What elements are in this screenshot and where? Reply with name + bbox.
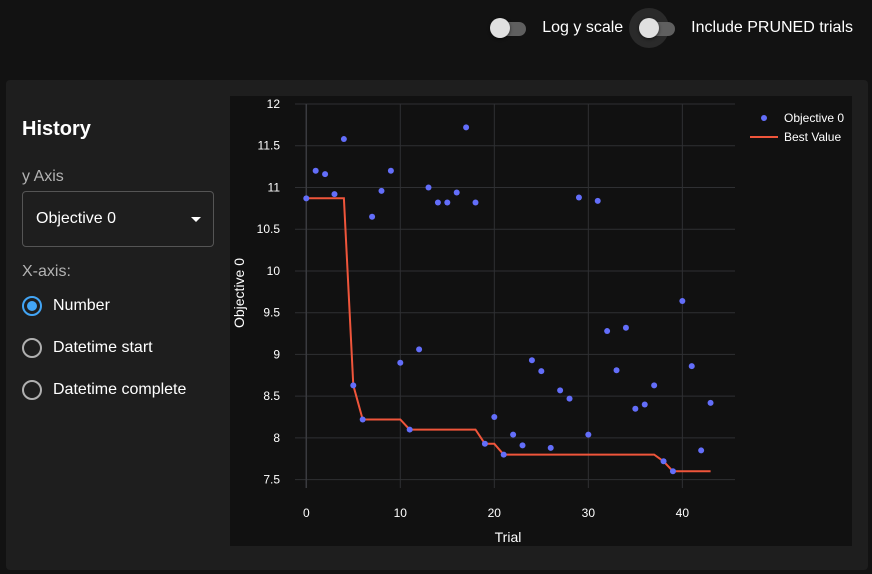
y-tick-label: 8 <box>273 431 280 445</box>
y-tick-label: 8.5 <box>263 389 280 403</box>
best-value-line <box>306 197 711 473</box>
objective-point[interactable] <box>378 187 385 194</box>
history-card: History y Axis Objective 0 X-axis: Numbe… <box>6 80 868 570</box>
log-y-label: Log y scale <box>542 19 624 36</box>
legend-label-objective: Objective 0 <box>784 111 844 125</box>
objective-point[interactable] <box>425 184 432 191</box>
x-tick-label: 30 <box>582 506 596 520</box>
objective-point[interactable] <box>444 199 451 206</box>
radio-option-datetime-start[interactable]: Datetime start <box>22 336 153 360</box>
objective-point[interactable] <box>547 444 554 451</box>
switch-thumb <box>639 18 660 38</box>
objective-point[interactable] <box>510 431 517 438</box>
objective-point[interactable] <box>698 447 705 454</box>
objective-point[interactable] <box>641 401 648 408</box>
objective-point[interactable] <box>463 124 470 131</box>
radio-label: Datetime start <box>53 339 153 356</box>
objective-point[interactable] <box>312 167 319 174</box>
pruned-toggle-group: Include PRUNED trials <box>629 8 853 48</box>
objective-point[interactable] <box>622 324 629 331</box>
objective-point[interactable] <box>434 199 441 206</box>
objective-points-layer <box>303 124 714 475</box>
objective-point[interactable] <box>613 367 620 374</box>
objective-point[interactable] <box>406 426 413 433</box>
objective-point[interactable] <box>660 458 667 465</box>
objective-point[interactable] <box>707 399 714 406</box>
x-axis-title: Trial <box>495 529 522 545</box>
radio-option-number[interactable]: Number <box>22 294 110 318</box>
legend-marker-objective <box>761 115 767 121</box>
x-axis-label: X-axis: <box>22 263 71 280</box>
top-toolbar: Log y scale Include PRUNED trials <box>0 0 872 56</box>
panel-title: History <box>22 118 91 140</box>
objective-point[interactable] <box>604 328 611 335</box>
objective-point[interactable] <box>500 451 507 458</box>
objective-point[interactable] <box>594 197 601 204</box>
y-tick-label: 10.5 <box>257 222 281 236</box>
y-axis-label: y Axis <box>22 168 64 185</box>
objective-point[interactable] <box>416 346 423 353</box>
pruned-switch[interactable] <box>629 8 677 48</box>
objective-point[interactable] <box>557 387 564 394</box>
objective-point[interactable] <box>575 194 582 201</box>
x-tick-label: 10 <box>394 506 408 520</box>
objective-point[interactable] <box>350 382 357 389</box>
y-tick-label: 12 <box>267 97 281 111</box>
objective-point[interactable] <box>528 357 535 364</box>
radio-checked-icon <box>22 296 42 316</box>
objective-point[interactable] <box>387 167 394 174</box>
best-value-layer <box>306 197 711 473</box>
y-tick-label: 11 <box>268 180 281 194</box>
radio-label: Datetime complete <box>53 381 187 398</box>
history-plot[interactable]: 7.5 8 8.5 9 9.5 10 10.5 11 11.5 12 0 10 20 30 40 Trial… <box>230 96 852 546</box>
objective-point[interactable] <box>651 382 658 389</box>
objective-point[interactable] <box>369 213 376 220</box>
radio-option-datetime-complete[interactable]: Datetime complete <box>22 378 186 402</box>
objective-point[interactable] <box>679 298 686 305</box>
log-y-toggle-group: Log y scale <box>490 16 639 40</box>
log-y-switch[interactable] <box>490 16 528 40</box>
plot-grid <box>295 103 735 488</box>
axis-ticks: 7.5 8 8.5 9 9.5 10 10.5 11 11.5 12 0 10 20 30 40 <box>257 97 690 520</box>
objective-point[interactable] <box>566 395 573 402</box>
objective-point[interactable] <box>585 431 592 438</box>
pruned-label: Include PRUNED trials <box>691 19 853 36</box>
y-tick-label: 11.5 <box>258 139 281 153</box>
radio-unchecked-icon <box>22 338 42 358</box>
y-axis-select[interactable]: Objective 0 <box>22 191 214 247</box>
radio-label: Number <box>53 297 110 314</box>
objective-point[interactable] <box>453 189 460 196</box>
objective-point[interactable] <box>303 195 310 202</box>
y-axis-select-value: Objective 0 <box>36 210 117 227</box>
objective-point[interactable] <box>519 442 526 449</box>
objective-point[interactable] <box>472 199 479 206</box>
y-axis-title: Objective 0 <box>231 258 247 328</box>
y-tick-label: 9.5 <box>263 306 280 320</box>
y-tick-label: 7.5 <box>263 473 280 487</box>
legend[interactable]: Objective 0 Best Value <box>750 111 844 144</box>
legend-label-best: Best Value <box>784 130 841 144</box>
history-chart-svg: 7.5 8 8.5 9 9.5 10 10.5 11 11.5 12 0 10 20 30 40 Trial… <box>231 97 844 545</box>
objective-point[interactable] <box>688 363 695 370</box>
objective-point[interactable] <box>331 191 338 198</box>
x-tick-label: 0 <box>303 506 310 520</box>
objective-point[interactable] <box>359 416 366 423</box>
objective-point[interactable] <box>538 368 545 375</box>
radio-unchecked-icon <box>22 380 42 400</box>
objective-point[interactable] <box>322 171 329 178</box>
objective-point[interactable] <box>340 136 347 143</box>
objective-point[interactable] <box>397 359 404 366</box>
x-tick-label: 20 <box>488 506 502 520</box>
objective-point[interactable] <box>481 440 488 447</box>
x-tick-label: 40 <box>676 506 690 520</box>
objective-point[interactable] <box>632 405 639 412</box>
objective-point[interactable] <box>491 414 498 421</box>
switch-thumb <box>490 18 511 38</box>
y-tick-label: 10 <box>267 264 281 278</box>
caret-down-icon <box>191 217 201 222</box>
objective-point[interactable] <box>669 468 676 475</box>
y-tick-label: 9 <box>273 347 280 361</box>
